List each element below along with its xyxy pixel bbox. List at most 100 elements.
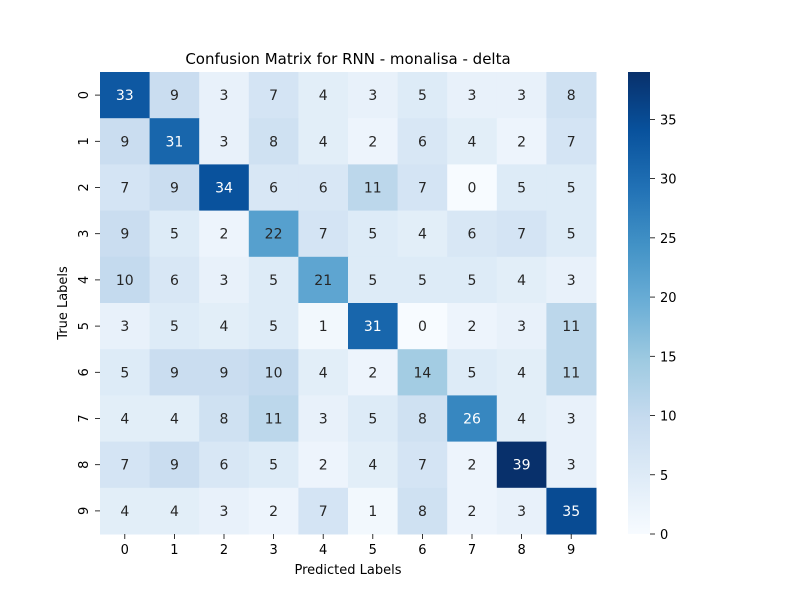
heatmap-cell-r4-c5 <box>348 256 399 304</box>
cell-value-label: 4 <box>517 273 526 289</box>
x-tick-label: 7 <box>468 543 476 558</box>
heatmap-cell-r5-c1 <box>149 303 200 350</box>
colorbar <box>628 72 650 534</box>
y-tick-label: 9 <box>77 507 92 515</box>
heatmap-cell-r8-c5 <box>348 441 399 489</box>
heatmap-cell-r5-c3 <box>248 303 299 350</box>
heatmap-cell-r4-c8 <box>496 256 547 304</box>
heatmap-cell-r6-c8 <box>496 349 547 396</box>
heatmap-cell-r4-c7 <box>447 256 498 304</box>
heatmap-cell-r9-c2 <box>199 487 250 535</box>
cell-value-label: 8 <box>269 134 278 150</box>
cell-value-label: 2 <box>368 134 377 150</box>
heatmap-cell-r0-c0 <box>100 72 151 119</box>
heatmap-cell-r6-c3 <box>248 349 299 396</box>
cell-value-label: 1 <box>319 319 328 335</box>
cell-value-label: 5 <box>368 412 377 428</box>
x-tick-label: 6 <box>418 543 426 558</box>
y-axis-label: True Labels <box>56 266 71 341</box>
heatmap-cell-r9-c6 <box>397 487 448 535</box>
heatmap-cell-r5-c4 <box>298 303 349 350</box>
heatmap-cell-r7-c0 <box>100 395 151 443</box>
heatmap-cell-r0-c9 <box>546 72 597 119</box>
cell-value-label: 6 <box>220 458 229 474</box>
y-tick-label: 3 <box>77 230 92 238</box>
heatmap-cell-r8-c4 <box>298 441 349 489</box>
heatmap-cell-r3-c1 <box>149 210 200 258</box>
cell-value-label: 11 <box>364 181 382 197</box>
cell-value-label: 34 <box>215 181 233 197</box>
cell-value-label: 2 <box>319 458 328 474</box>
cell-value-label: 9 <box>170 181 179 197</box>
cell-value-label: 3 <box>517 504 526 520</box>
heatmap-cell-r7-c4 <box>298 395 349 443</box>
cell-value-label: 8 <box>418 504 427 520</box>
y-tick-label: 2 <box>77 183 92 191</box>
x-tick-label: 1 <box>170 543 178 558</box>
x-tick-label: 4 <box>319 543 327 558</box>
heatmap-cell-r1-c0 <box>100 118 151 165</box>
heatmap-cell-r0-c1 <box>149 72 200 119</box>
cell-value-label: 3 <box>220 88 229 104</box>
cell-value-label: 7 <box>517 227 526 243</box>
heatmap-cell-r1-c9 <box>546 118 597 165</box>
cell-value-label: 9 <box>170 458 179 474</box>
heatmap-cell-r0-c8 <box>496 72 547 119</box>
cell-value-label: 0 <box>468 181 477 197</box>
cell-value-label: 11 <box>562 365 580 381</box>
cell-value-label: 9 <box>170 88 179 104</box>
cell-value-label: 14 <box>413 365 431 381</box>
cell-value-label: 4 <box>319 365 328 381</box>
heatmap-cell-r2-c1 <box>149 164 200 212</box>
cell-value-label: 2 <box>220 227 229 243</box>
cell-value-label: 9 <box>220 365 229 381</box>
cell-value-label: 3 <box>517 88 526 104</box>
cell-value-label: 5 <box>269 458 278 474</box>
cell-value-label: 31 <box>364 319 382 335</box>
cell-value-label: 5 <box>368 273 377 289</box>
x-axis-label: Predicted Labels <box>294 563 401 578</box>
heatmap-cell-r7-c9 <box>546 395 597 443</box>
cell-value-label: 3 <box>220 134 229 150</box>
heatmap-cell-r2-c4 <box>298 164 349 212</box>
cell-value-label: 5 <box>368 227 377 243</box>
cell-value-label: 10 <box>265 365 283 381</box>
y-tick-label: 1 <box>77 137 92 145</box>
colorbar-tick-label: 15 <box>660 350 677 365</box>
cell-value-label: 3 <box>468 88 477 104</box>
y-axis: 0 1 2 3 4 5 6 7 8 9 <box>77 91 100 515</box>
heatmap-cell-r5-c2 <box>199 303 250 350</box>
x-tick-label: 8 <box>517 543 525 558</box>
heatmap-cell-r3-c2 <box>199 210 250 258</box>
colorbar-tick-label: 5 <box>660 469 668 484</box>
cell-value-label: 4 <box>220 319 229 335</box>
cell-value-label: 7 <box>567 134 576 150</box>
heatmap-cell-r9-c5 <box>348 487 399 535</box>
y-tick-label: 4 <box>77 276 92 284</box>
heatmap-cell-r9-c8 <box>496 487 547 535</box>
heatmap-cell-r2-c3 <box>248 164 299 212</box>
heatmap-cell-r6-c0 <box>100 349 151 396</box>
y-tick-label: 0 <box>77 91 92 99</box>
heatmap-cell-r5-c9 <box>546 303 597 350</box>
colorbar-tick-label: 20 <box>660 291 677 306</box>
heatmap-cell-r2-c8 <box>496 164 547 212</box>
heatmap-cell-r4-c9 <box>546 256 597 304</box>
heatmap-cell-r5-c6 <box>397 303 448 350</box>
heatmap-cell-r8-c9 <box>546 441 597 489</box>
x-tick-label: 5 <box>369 543 377 558</box>
heatmap-cell-r7-c2 <box>199 395 250 443</box>
heatmap-cell-r0-c2 <box>199 72 250 119</box>
cell-value-label: 4 <box>517 365 526 381</box>
heatmap-cell-r7-c7 <box>447 395 498 443</box>
heatmap-cell-r3-c8 <box>496 210 547 258</box>
cell-value-label: 11 <box>562 319 580 335</box>
heatmap-cell-r4-c4 <box>298 256 349 304</box>
heatmap-cell-r2-c0 <box>100 164 151 212</box>
heatmap-cell-r9-c0 <box>100 487 151 535</box>
colorbar-tick-label: 0 <box>660 528 668 543</box>
cell-value-label: 5 <box>120 365 129 381</box>
heatmap-cell-r1-c2 <box>199 118 250 165</box>
cell-value-label: 7 <box>120 458 129 474</box>
heatmap-cell-r3-c9 <box>546 210 597 258</box>
